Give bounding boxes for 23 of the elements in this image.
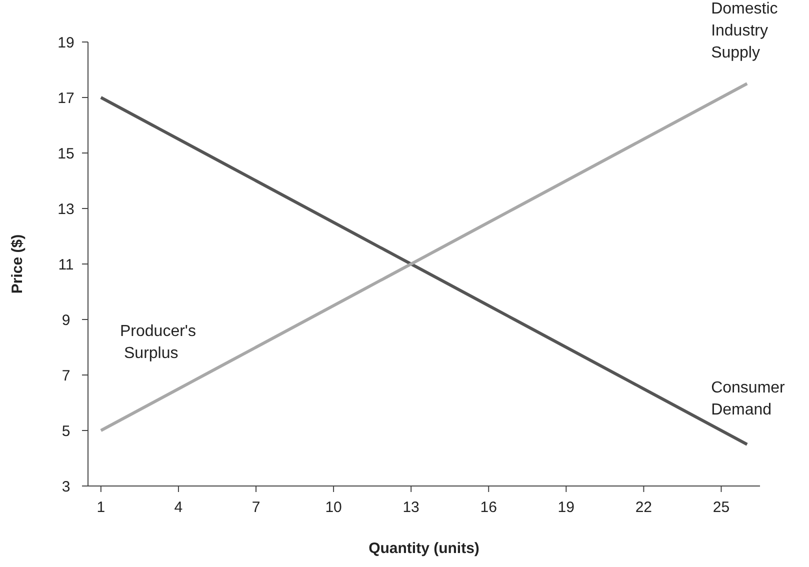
x-tick-label: 7: [252, 499, 260, 516]
x-tick-label: 25: [712, 499, 730, 516]
y-tick-label: 19: [58, 34, 74, 52]
y-tick-label: 3: [62, 478, 70, 496]
y-tick-label: 17: [58, 90, 74, 107]
text: Domestic Industry Supply: [711, 0, 778, 62]
y-tick-label: 9: [62, 312, 70, 329]
y-axis-title: Price ($): [9, 234, 26, 294]
x-tick-label: 16: [480, 499, 497, 516]
y-tick-label: 5: [62, 422, 70, 440]
x-tick-label: 1: [96, 499, 106, 516]
x-tick-label: 22: [635, 499, 652, 516]
x-tick-label: 19: [558, 499, 574, 516]
y-tick-label: 15: [58, 145, 74, 162]
y-tick-label: 7: [62, 367, 70, 384]
x-tick-label: 10: [325, 499, 342, 516]
x-tick-label: 13: [402, 499, 420, 516]
x-tick-label: 4: [174, 499, 183, 516]
y-tick-label: 13: [58, 200, 74, 218]
series-label: Consumer Demand: [711, 379, 786, 418]
x-axis-title: Quantity (units): [368, 540, 480, 557]
y-tick-label: 11: [58, 256, 74, 274]
annotation: Producer's Surplus: [120, 323, 196, 362]
